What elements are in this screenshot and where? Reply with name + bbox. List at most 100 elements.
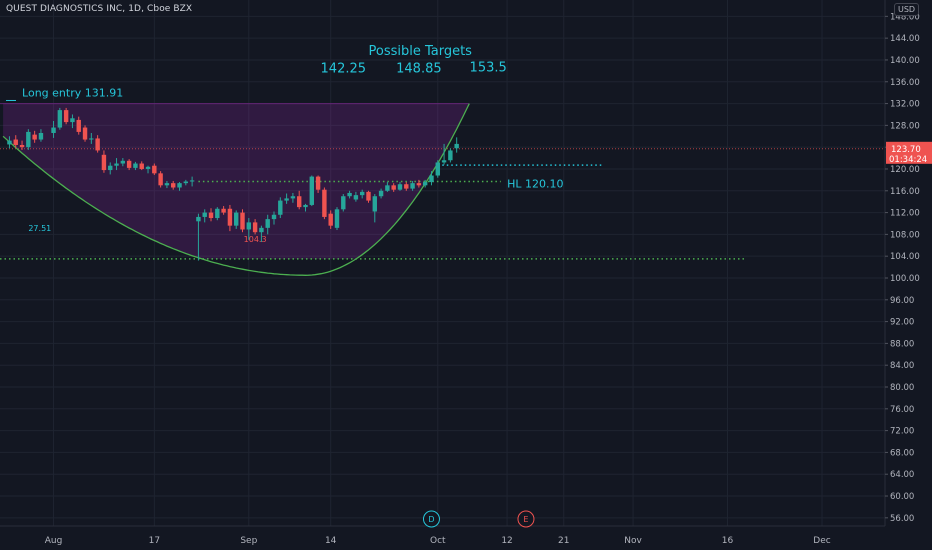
candle-body [315, 176, 321, 190]
candle [38, 129, 44, 142]
candle-body [296, 196, 302, 208]
price-tick-label: 132.00 [890, 100, 920, 110]
time-axis: Aug 17 Sep 14 Oct 12 21 Nov 16 Dec [0, 525, 932, 550]
candle-body [404, 184, 409, 189]
candle-body [189, 180, 195, 182]
candle [158, 171, 163, 188]
candle [252, 219, 258, 235]
candle [89, 132, 94, 144]
candle [196, 213, 201, 261]
candle [416, 179, 422, 188]
candle [271, 211, 277, 225]
candle-body [208, 212, 214, 219]
candle [341, 194, 346, 212]
candle [328, 210, 333, 229]
price-tick-label: 120.00 [890, 165, 920, 175]
candle-body [215, 208, 220, 219]
hl-label: HL 120.10 [507, 178, 563, 191]
candle-body [359, 191, 365, 196]
currency-badge[interactable]: USD [894, 3, 920, 16]
candles [7, 107, 459, 261]
candle [391, 183, 396, 192]
candle [435, 160, 440, 178]
candle [309, 175, 315, 207]
candle [441, 143, 447, 165]
candle [63, 107, 69, 125]
candle-body [416, 183, 422, 186]
candle [133, 161, 138, 171]
candle [164, 180, 170, 189]
candle [108, 162, 113, 175]
candle-body [454, 143, 459, 149]
price-tick-label: 104.00 [890, 252, 920, 262]
candle [303, 203, 308, 212]
candle-body [322, 189, 327, 217]
candle [397, 182, 403, 191]
candle-body [38, 132, 44, 140]
candle [82, 125, 88, 142]
candle-body [202, 212, 207, 217]
event-marker-d[interactable]: D [422, 510, 440, 528]
candle [70, 114, 75, 129]
candle-body [76, 119, 81, 132]
candle-body [397, 184, 403, 190]
candle-body [32, 134, 37, 140]
price-tick-label: 108.00 [890, 230, 920, 240]
candle [284, 193, 289, 204]
candle [366, 190, 371, 203]
event-marker-letter: D [428, 515, 434, 524]
candle-body [290, 196, 296, 199]
price-tick-label: 60.00 [890, 492, 914, 502]
candle-body [391, 185, 396, 190]
price-tick-label: 72.00 [890, 427, 914, 437]
candle-body [26, 131, 31, 148]
candle [126, 159, 132, 171]
candle-body [126, 160, 132, 168]
current-price-value: 123.70 [891, 145, 921, 155]
candle [347, 190, 352, 199]
price-tick-label: 68.00 [890, 448, 914, 458]
candle [208, 208, 214, 222]
candle-body [284, 198, 289, 201]
price-tick-label: 64.00 [890, 470, 914, 480]
cup-curve [2, 103, 470, 276]
candle-body [435, 162, 440, 176]
candle-body [108, 165, 113, 171]
candle [296, 190, 302, 210]
candle [51, 121, 56, 138]
candle-body [366, 191, 371, 201]
candle-body [278, 200, 283, 215]
time-tick-label: Dec [813, 536, 830, 546]
candle-body [385, 185, 390, 191]
price-tick-label: 148.00 [890, 12, 920, 22]
candle-body [89, 138, 94, 140]
time-tick-label: Oct [430, 536, 446, 546]
target-label: 153.5 [470, 60, 507, 75]
possible-targets-label: Possible Targets [368, 44, 472, 59]
price-tick-label: 76.00 [890, 405, 914, 415]
candle-body [227, 208, 233, 226]
candle-body [221, 208, 226, 213]
candle-body [303, 204, 308, 208]
candle [422, 179, 428, 188]
long-entry-label: Long entry 131.91 [22, 86, 123, 99]
price-tick-label: 88.00 [890, 339, 914, 349]
event-marker-e[interactable]: E [517, 510, 535, 528]
candle-body [422, 182, 428, 186]
candle [334, 207, 340, 231]
candle [177, 182, 182, 191]
candle [410, 180, 415, 191]
price-axis: 56.00 60.00 64.00 68.00 72.00 76.00 80.00 84.00… [884, 0, 932, 550]
candle [278, 197, 283, 219]
candle-body [7, 140, 12, 145]
candle-body [177, 183, 182, 188]
price-tick-label: 100.00 [890, 274, 920, 284]
candle [315, 175, 321, 193]
candle-body [183, 181, 189, 184]
candle [448, 148, 453, 163]
candle [429, 171, 434, 186]
candle [76, 116, 81, 135]
candle-body [196, 216, 201, 222]
candle [120, 158, 126, 167]
